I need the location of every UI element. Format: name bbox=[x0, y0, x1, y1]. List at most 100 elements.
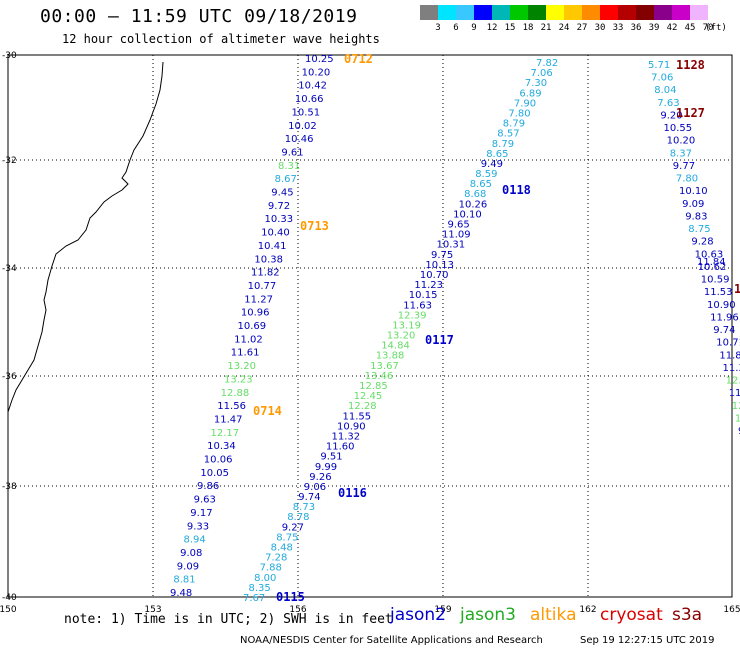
credit-text: NOAA/NESDIS Center for Satellite Applica… bbox=[240, 635, 543, 646]
wave-height-value: 12 bbox=[732, 401, 740, 412]
wave-height-value: 11.56 bbox=[217, 401, 246, 412]
wave-height-value: 9.61 bbox=[281, 147, 303, 158]
wave-height-value: 11.27 bbox=[244, 294, 273, 305]
wave-height-value: 10.70 bbox=[420, 270, 449, 281]
wave-height-value: 10.06 bbox=[204, 455, 233, 466]
wave-height-value: 9.48 bbox=[170, 588, 192, 599]
wave-height-value: 10.77 bbox=[248, 281, 277, 292]
wave-height-value: 9.74 bbox=[713, 325, 735, 336]
wave-height-value: 11.23 bbox=[414, 280, 443, 291]
wave-height-value: 10.20 bbox=[667, 136, 696, 147]
wave-height-value: 10.05 bbox=[200, 468, 229, 479]
wave-height-value: 10.10 bbox=[679, 186, 708, 197]
wave-height-value: 7.82 bbox=[536, 58, 558, 69]
wave-height-value: 11.09 bbox=[442, 230, 471, 241]
wave-height-value: 8.94 bbox=[184, 535, 206, 546]
wave-height-value: 7.80 bbox=[508, 109, 530, 120]
pass-label: 11.84 bbox=[697, 257, 726, 268]
color-scale-label: 18 bbox=[522, 23, 534, 33]
color-scale-label: 36 bbox=[630, 23, 642, 33]
wave-height-value: 10.13 bbox=[425, 260, 454, 271]
color-scale-swatch bbox=[600, 5, 618, 20]
wave-height-value: 8.79 bbox=[503, 119, 525, 130]
lat-tick-label: -34 bbox=[2, 264, 17, 274]
wave-height-value: 11.63 bbox=[403, 300, 432, 311]
color-scale-swatch bbox=[438, 5, 456, 20]
color-scale-swatch bbox=[528, 5, 546, 20]
color-scale-label: 24 bbox=[558, 23, 570, 33]
wave-height-value: 8.31 bbox=[278, 161, 300, 172]
wave-height-value: 11.55 bbox=[343, 411, 372, 422]
page-subtitle: 12 hour collection of altimeter wave hei… bbox=[62, 32, 380, 46]
wave-height-value: 10.31 bbox=[437, 240, 466, 251]
wave-height-value: 11. bbox=[729, 388, 740, 399]
wave-height-value: 12.45 bbox=[354, 391, 383, 402]
wave-height-value: 8.68 bbox=[464, 189, 486, 200]
wave-height-value: 10.10 bbox=[453, 209, 482, 220]
wave-height-value: 7.30 bbox=[525, 78, 547, 89]
wave-height-value: 12.85 bbox=[359, 381, 388, 392]
wave-height-value: 13.88 bbox=[376, 351, 405, 362]
wave-height-value: 8.65 bbox=[486, 149, 508, 160]
lat-tick-label: -32 bbox=[2, 156, 17, 166]
wave-height-value: 8.00 bbox=[254, 573, 276, 584]
pass-label: 0713 bbox=[300, 219, 329, 233]
wave-height-value: 9.74 bbox=[298, 492, 320, 503]
legend-jason3: jason3 bbox=[460, 605, 516, 625]
wave-height-value: 9.86 bbox=[197, 481, 219, 492]
wave-height-value: 10.38 bbox=[254, 254, 283, 265]
wave-height-value: 10.69 bbox=[238, 321, 267, 332]
color-scale-swatch bbox=[582, 5, 600, 20]
color-scale: 3 6 9 12 15 18 21 24 27 30 33 36 39 42 45 70 (ft) bbox=[420, 5, 734, 35]
color-scale-swatch bbox=[420, 5, 438, 20]
wave-height-value: 14.84 bbox=[381, 341, 410, 352]
color-scale-label: 27 bbox=[576, 23, 588, 33]
wave-height-value: 9.09 bbox=[682, 199, 704, 210]
color-scale-swatch bbox=[474, 5, 492, 20]
lat-tick-label: -30 bbox=[2, 51, 17, 61]
lon-tick-label: 153 bbox=[144, 605, 161, 615]
lon-tick-label: 165 bbox=[723, 605, 740, 615]
wave-height-value: 12.1 bbox=[726, 376, 740, 387]
lat-tick-label: -40 bbox=[2, 593, 17, 603]
wave-height-value: 10.15 bbox=[409, 290, 438, 301]
wave-height-value: 10.42 bbox=[298, 81, 327, 92]
wave-height-value: 11.3 bbox=[723, 363, 740, 374]
wave-height-value: 11.32 bbox=[332, 432, 361, 443]
wave-height-value: 8.75 bbox=[688, 224, 710, 235]
wave-height-value: 9.17 bbox=[190, 508, 212, 519]
wave-height-value: 8.75 bbox=[276, 532, 298, 543]
wave-height-value: 8.37 bbox=[670, 148, 692, 159]
pass-label: 0115 bbox=[276, 590, 305, 604]
wave-height-value: 8.78 bbox=[287, 512, 309, 523]
wave-height-value: 9.49 bbox=[481, 159, 503, 170]
wave-height-value: 13.20 bbox=[387, 331, 416, 342]
pass-label: 1128 bbox=[676, 58, 705, 72]
wave-height-value: 9.06 bbox=[304, 482, 326, 493]
wave-height-value: 8.59 bbox=[475, 169, 497, 180]
wave-height-value: 9.77 bbox=[673, 161, 695, 172]
wave-height-value: 13.23 bbox=[224, 374, 253, 385]
color-scale-label: 9 bbox=[471, 23, 477, 33]
plot-frame bbox=[7, 54, 733, 598]
wave-height-value: 10.62 bbox=[698, 262, 727, 273]
wave-height-value: 9.28 bbox=[691, 237, 713, 248]
wave-height-value: 8.35 bbox=[249, 583, 271, 594]
wave-height-value: 10.40 bbox=[261, 228, 290, 239]
wave-height-value: 10.41 bbox=[258, 241, 287, 252]
wave-height-value: 7.90 bbox=[514, 98, 536, 109]
color-scale-label: 12 bbox=[486, 23, 498, 33]
wave-height-value: 13.46 bbox=[365, 371, 394, 382]
color-scale-swatch bbox=[690, 5, 708, 20]
wave-height-value: 11.82 bbox=[251, 268, 280, 279]
timestamp-text: Sep 19 12:27:15 UTC 2019 bbox=[580, 635, 715, 646]
wave-height-value: 6.89 bbox=[519, 88, 541, 99]
wave-height-value: 12 bbox=[735, 413, 740, 424]
color-scale-swatch bbox=[636, 5, 654, 20]
wave-height-value: 7.06 bbox=[651, 73, 673, 84]
wave-height-value: 9.72 bbox=[268, 201, 290, 212]
wave-height-value: 11.60 bbox=[326, 442, 355, 453]
wave-height-value: 9.09 bbox=[177, 561, 199, 572]
page-title: 00:00 — 11:59 UTC 09/18/2019 bbox=[40, 6, 358, 27]
